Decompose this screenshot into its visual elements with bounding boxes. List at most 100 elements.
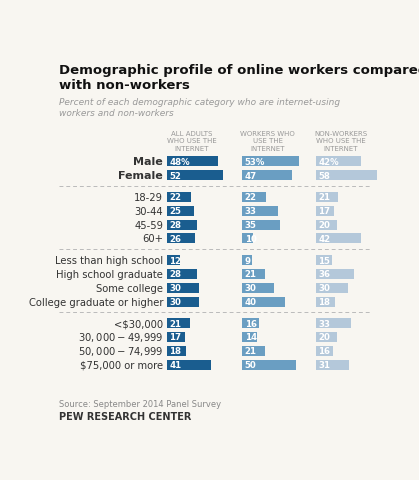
Bar	[316, 171, 378, 181]
Bar	[167, 220, 197, 230]
Text: 18: 18	[169, 347, 181, 356]
Text: 25: 25	[169, 207, 181, 216]
Bar	[242, 332, 257, 342]
Bar	[242, 192, 266, 203]
Text: 17: 17	[169, 333, 181, 342]
Text: 36: 36	[318, 270, 330, 279]
Text: 21: 21	[245, 270, 256, 279]
Bar	[242, 255, 252, 265]
Bar	[167, 360, 211, 370]
Text: Female: Female	[119, 171, 163, 181]
Text: Some college: Some college	[96, 283, 163, 293]
Text: Less than high school: Less than high school	[55, 255, 163, 265]
Text: Demographic profile of online workers compared
with non-workers: Demographic profile of online workers co…	[59, 64, 419, 92]
Bar	[242, 360, 296, 370]
Text: 50: 50	[245, 360, 256, 370]
Text: $30,000-$49,999: $30,000-$49,999	[78, 331, 163, 344]
Text: 16: 16	[318, 347, 330, 356]
Bar	[316, 346, 333, 356]
Text: High school graduate: High school graduate	[56, 269, 163, 279]
Bar	[242, 318, 259, 328]
Text: 22: 22	[169, 193, 181, 202]
Bar	[242, 157, 299, 167]
Text: 21: 21	[245, 347, 256, 356]
Text: 20: 20	[318, 221, 330, 229]
Bar	[316, 297, 335, 307]
Text: 48%: 48%	[169, 157, 190, 167]
Text: PEW RESEARCH CENTER: PEW RESEARCH CENTER	[59, 411, 191, 421]
Bar	[242, 206, 277, 216]
Bar	[316, 332, 337, 342]
Bar	[316, 269, 354, 279]
Bar	[316, 157, 361, 167]
Bar	[242, 346, 265, 356]
Bar	[316, 206, 334, 216]
Bar	[167, 283, 199, 293]
Bar	[167, 192, 191, 203]
Text: Male: Male	[133, 157, 163, 167]
Text: 47: 47	[245, 171, 257, 180]
Bar	[316, 360, 349, 370]
Text: 35: 35	[245, 221, 256, 229]
Bar	[167, 346, 186, 356]
Text: 30-44: 30-44	[134, 206, 163, 216]
Bar	[167, 255, 180, 265]
Text: 18-29: 18-29	[134, 192, 163, 203]
Text: Percent of each demographic category who are internet-using
workers and non-work: Percent of each demographic category who…	[59, 97, 340, 118]
Bar	[242, 220, 279, 230]
Text: 10: 10	[245, 234, 256, 243]
Bar	[316, 283, 348, 293]
Text: 60+: 60+	[142, 234, 163, 244]
Text: WORKERS WHO
USE THE
INTERNET: WORKERS WHO USE THE INTERNET	[241, 131, 295, 152]
Text: 28: 28	[169, 270, 181, 279]
Text: 30: 30	[245, 284, 256, 293]
Text: 40: 40	[245, 298, 256, 306]
Bar	[242, 171, 292, 181]
Bar	[242, 234, 253, 244]
Bar	[242, 297, 285, 307]
Text: ALL ADULTS
WHO USE THE
INTERNET: ALL ADULTS WHO USE THE INTERNET	[167, 131, 217, 152]
Bar	[242, 283, 274, 293]
Text: 15: 15	[318, 256, 330, 265]
Text: 16: 16	[245, 319, 256, 328]
Bar	[167, 297, 199, 307]
Text: 28: 28	[169, 221, 181, 229]
Text: 12: 12	[169, 256, 181, 265]
Text: 33: 33	[245, 207, 256, 216]
Text: 30: 30	[318, 284, 330, 293]
Bar	[316, 255, 332, 265]
Text: $50,000-$74,999: $50,000-$74,999	[78, 345, 163, 358]
Text: 21: 21	[169, 319, 181, 328]
Text: <$30,000: <$30,000	[114, 318, 163, 328]
Text: 20: 20	[318, 333, 330, 342]
Text: 42%: 42%	[318, 157, 339, 167]
Text: 17: 17	[318, 207, 330, 216]
Bar	[316, 220, 337, 230]
Text: NON-WORKERS
WHO USE THE
INTERNET: NON-WORKERS WHO USE THE INTERNET	[314, 131, 367, 152]
Bar	[316, 234, 361, 244]
Text: 14: 14	[245, 333, 257, 342]
Text: 41: 41	[169, 360, 181, 370]
Bar	[167, 332, 185, 342]
Text: Source: September 2014 Panel Survey: Source: September 2014 Panel Survey	[59, 399, 221, 408]
Bar	[316, 192, 338, 203]
Text: 18: 18	[318, 298, 330, 306]
Text: 30: 30	[169, 284, 181, 293]
Bar	[167, 269, 197, 279]
Text: 30: 30	[169, 298, 181, 306]
Text: 53%: 53%	[245, 157, 265, 167]
Bar	[167, 171, 222, 181]
Text: 45-59: 45-59	[134, 220, 163, 230]
Text: College graduate or higher: College graduate or higher	[28, 297, 163, 307]
Text: 42: 42	[318, 234, 330, 243]
Text: 31: 31	[318, 360, 330, 370]
Bar	[167, 157, 218, 167]
Bar	[167, 206, 194, 216]
Bar	[316, 318, 351, 328]
Text: 26: 26	[169, 234, 181, 243]
Bar	[167, 318, 189, 328]
Text: 21: 21	[318, 193, 330, 202]
Text: $75,000 or more: $75,000 or more	[80, 360, 163, 370]
Text: 33: 33	[318, 319, 330, 328]
Text: 22: 22	[245, 193, 256, 202]
